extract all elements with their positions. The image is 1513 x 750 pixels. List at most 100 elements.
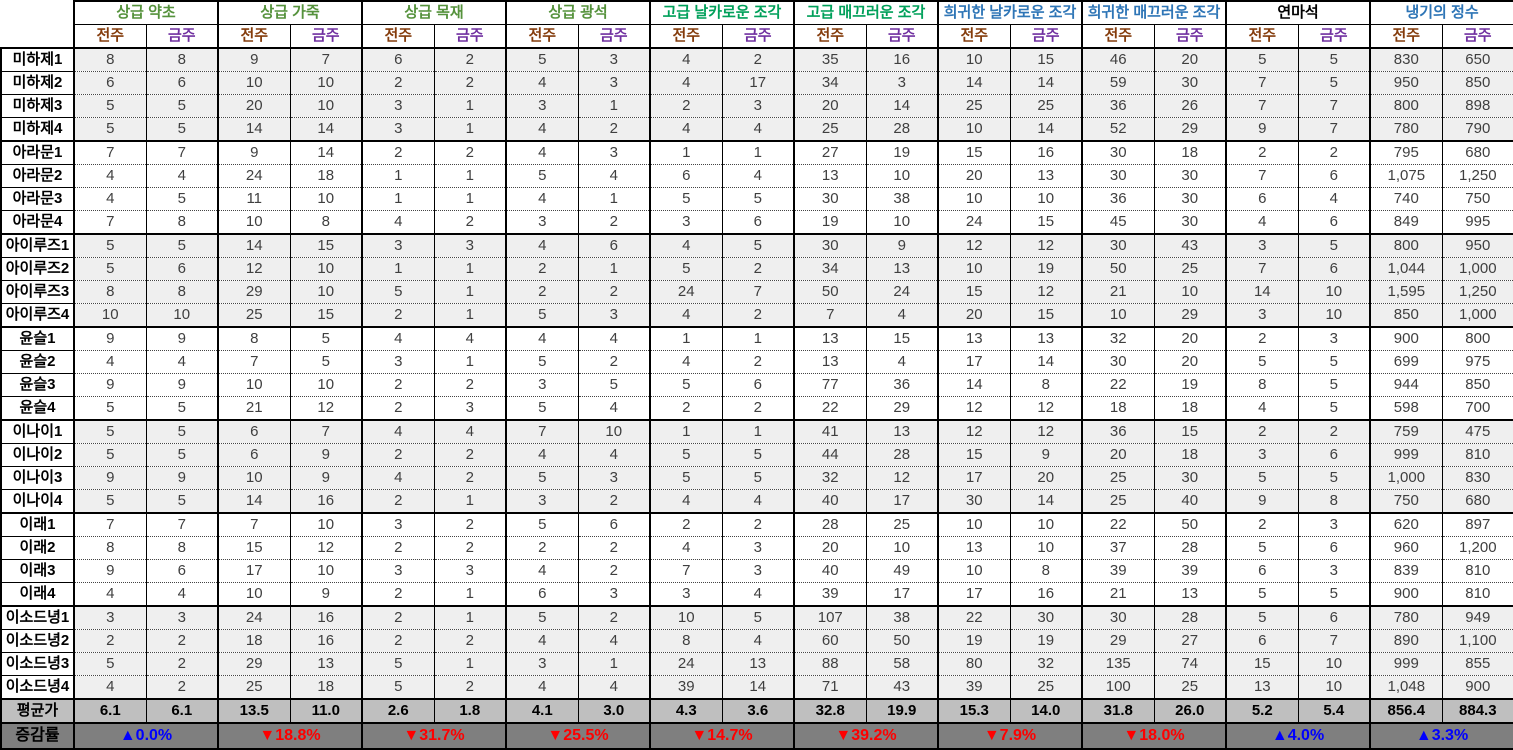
price-cell: 2 xyxy=(433,210,507,234)
price-cell: 10 xyxy=(1009,536,1083,560)
price-cell: 77 xyxy=(793,373,867,397)
price-cell: 750 xyxy=(1369,489,1443,513)
price-cell: 4 xyxy=(505,233,579,258)
price-cell: 7 xyxy=(793,303,867,327)
price-cell: 4 xyxy=(721,164,795,188)
table-row: 이나이1 5 5 6 7 4 4 7 10 1 1 41 13 12 12 36 15 2 2 759 475 xyxy=(0,419,1513,444)
price-cell: 4 xyxy=(649,233,723,258)
price-cell: 25 xyxy=(1009,675,1083,699)
price-cell: 4 xyxy=(505,675,579,699)
subheader-this-week: 금주 xyxy=(577,24,651,49)
price-cell: 20 xyxy=(793,536,867,560)
price-cell: 14 xyxy=(289,140,363,165)
price-cell: 50 xyxy=(865,629,939,653)
price-cell: 40 xyxy=(1153,489,1227,513)
price-cell: 14 xyxy=(289,117,363,141)
average-price-cell: 11.0 xyxy=(289,698,363,723)
price-cell: 10 xyxy=(289,512,363,537)
price-cell: 5 xyxy=(1297,582,1371,606)
change-rate-cell: ▲0.0% xyxy=(73,722,219,750)
price-cell: 32 xyxy=(1081,326,1155,351)
price-cell: 475 xyxy=(1441,419,1513,444)
price-cell: 10 xyxy=(1153,280,1227,304)
price-cell: 7 xyxy=(1225,71,1299,95)
price-cell: 10 xyxy=(1297,303,1371,327)
price-cell: 10 xyxy=(217,71,291,95)
price-cell: 19 xyxy=(937,629,1011,653)
change-rate-cell: ▼25.5% xyxy=(505,722,651,750)
price-cell: 13 xyxy=(937,536,1011,560)
price-cell: 12 xyxy=(1009,280,1083,304)
price-cell: 19 xyxy=(1009,629,1083,653)
price-cell: 2 xyxy=(361,605,435,630)
price-cell: 5 xyxy=(73,443,147,467)
price-cell: 25 xyxy=(937,94,1011,118)
price-cell: 14 xyxy=(937,71,1011,95)
price-cell: 5 xyxy=(1297,233,1371,258)
price-cell: 850 xyxy=(1441,373,1513,397)
price-cell: 41 xyxy=(793,419,867,444)
column-group-header-10: 냉기의 정수 xyxy=(1369,0,1513,25)
average-price-cell: 3.0 xyxy=(577,698,651,723)
price-cell: 9 xyxy=(1225,489,1299,513)
price-cell: 30 xyxy=(1081,140,1155,165)
price-cell: 3 xyxy=(649,210,723,234)
price-cell: 19 xyxy=(1153,373,1227,397)
price-cell: 29 xyxy=(865,396,939,420)
price-cell: 12 xyxy=(289,536,363,560)
price-cell: 5 xyxy=(577,373,651,397)
price-cell: 25 xyxy=(1081,466,1155,490)
price-cell: 7 xyxy=(1225,257,1299,281)
price-cell: 1 xyxy=(577,257,651,281)
price-cell: 19 xyxy=(1009,257,1083,281)
price-cell: 2 xyxy=(433,466,507,490)
price-cell: 5 xyxy=(361,675,435,699)
price-cell: 4 xyxy=(865,350,939,374)
price-cell: 5 xyxy=(1225,536,1299,560)
subheader-this-week: 금주 xyxy=(289,24,363,49)
price-cell: 13 xyxy=(793,164,867,188)
table-row: 윤슬4 5 5 21 12 2 3 5 4 2 2 22 29 12 12 18 18 4 5 598 700 xyxy=(0,396,1513,420)
price-cell: 1 xyxy=(361,257,435,281)
price-cell: 5 xyxy=(289,350,363,374)
row-label: 윤슬4 xyxy=(0,396,75,420)
price-cell: 1 xyxy=(577,187,651,211)
price-cell: 21 xyxy=(1081,582,1155,606)
price-cell: 26 xyxy=(1153,94,1227,118)
price-cell: 3 xyxy=(649,582,723,606)
price-cell: 5 xyxy=(73,652,147,676)
price-cell: 999 xyxy=(1369,652,1443,676)
price-cell: 3 xyxy=(73,605,147,630)
average-row-label: 평균가 xyxy=(0,698,75,723)
price-cell: 3 xyxy=(865,71,939,95)
price-cell: 5 xyxy=(361,280,435,304)
price-cell: 9 xyxy=(73,466,147,490)
price-cell: 6 xyxy=(145,559,219,583)
price-cell: 10 xyxy=(289,94,363,118)
row-label: 이래1 xyxy=(0,512,75,537)
price-cell: 6 xyxy=(1297,605,1371,630)
price-cell: 5 xyxy=(73,396,147,420)
change-rate-cell: ▼39.2% xyxy=(793,722,939,750)
price-cell: 32 xyxy=(793,466,867,490)
price-cell: 949 xyxy=(1441,605,1513,630)
price-cell: 24 xyxy=(217,164,291,188)
price-cell: 16 xyxy=(1009,140,1083,165)
price-cell: 6 xyxy=(145,71,219,95)
price-cell: 598 xyxy=(1369,396,1443,420)
price-cell: 6 xyxy=(1297,164,1371,188)
row-label: 윤슬3 xyxy=(0,373,75,397)
subheader-prev-week: 전주 xyxy=(649,24,723,49)
price-cell: 759 xyxy=(1369,419,1443,444)
price-cell: 8 xyxy=(1225,373,1299,397)
price-cell: 1 xyxy=(721,140,795,165)
price-cell: 27 xyxy=(1153,629,1227,653)
price-cell: 32 xyxy=(1009,652,1083,676)
price-cell: 30 xyxy=(793,233,867,258)
change-rate-cell: ▲3.3% xyxy=(1369,722,1513,750)
price-cell: 995 xyxy=(1441,210,1513,234)
price-cell: 8 xyxy=(1009,559,1083,583)
price-cell: 30 xyxy=(793,187,867,211)
price-cell: 2 xyxy=(505,280,579,304)
price-cell: 6 xyxy=(145,257,219,281)
